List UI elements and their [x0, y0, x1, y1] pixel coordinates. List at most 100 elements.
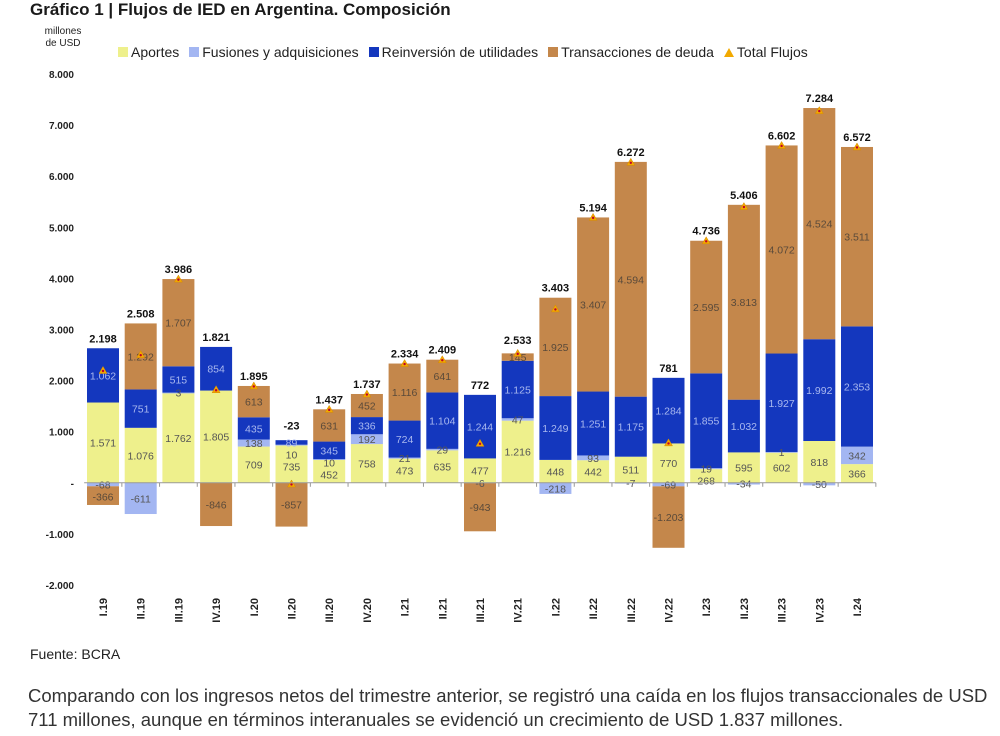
- segment-value-label: 477: [471, 466, 489, 478]
- segment-value-label: 635: [434, 462, 452, 474]
- segment-value-label: 1.076: [128, 450, 154, 462]
- segment-value-label: 268: [697, 476, 715, 488]
- y-tick-label: 1.000: [49, 428, 74, 439]
- bar-segment: [162, 366, 195, 393]
- bar-segment: [124, 389, 157, 428]
- segment-value-label: 724: [396, 434, 414, 446]
- segment-value-label: 1.104: [429, 416, 455, 428]
- segment-value-label: 641: [434, 371, 452, 383]
- segment-value-label: 770: [660, 458, 678, 470]
- legend-label: Aportes: [131, 44, 180, 60]
- y-tick-label: -2.000: [46, 581, 75, 592]
- segment-value-label: 145: [509, 352, 527, 364]
- bar-segment: [765, 353, 798, 452]
- bar-segment: [727, 399, 760, 453]
- stacked-bar-chart: -2.000-1.000-1.0002.0003.0004.0005.0006.…: [46, 70, 877, 623]
- bar-segment: [87, 482, 119, 487]
- y-tick-label: -1.000: [46, 530, 75, 541]
- total-marker-dot: [177, 278, 180, 281]
- x-tick-label: I.24: [852, 597, 864, 616]
- total-value-label: 1.737: [353, 379, 381, 391]
- total-value-label: 5.406: [730, 190, 758, 202]
- segment-value-label: 19: [700, 464, 712, 476]
- total-value-label: 7.284: [806, 93, 834, 105]
- x-tick-label: I.21: [400, 598, 412, 616]
- bar-segment: [124, 482, 157, 515]
- legend-swatch: [118, 47, 128, 57]
- total-value-label: 772: [471, 380, 489, 392]
- bar-segment: [765, 452, 798, 483]
- segment-value-label: 818: [811, 457, 829, 469]
- bar-segment: [539, 482, 572, 494]
- x-tick-label: IV.21: [513, 598, 525, 623]
- legend-item-reinversion: Reinversión de utilidades: [368, 44, 538, 60]
- segment-value-label: 854: [207, 364, 225, 376]
- segment-value-label: 1.216: [505, 447, 531, 459]
- total-marker-dot: [252, 385, 255, 388]
- x-tick-label: IV.19: [211, 598, 223, 623]
- segment-value-label: -846: [206, 499, 227, 511]
- y-tick-label: 3.000: [49, 326, 74, 337]
- bar-segment: [87, 486, 119, 505]
- total-marker-dot: [290, 483, 293, 486]
- segment-value-label: 3.407: [580, 299, 606, 311]
- bar-segment: [237, 417, 270, 440]
- segment-value-label: 1.762: [165, 433, 191, 445]
- total-marker-dot: [101, 369, 105, 373]
- bar-segment: [200, 482, 233, 527]
- segment-value-label: -34: [736, 479, 751, 491]
- chart-title: Gráfico 1 | Flujos de IED en Argentina. …: [30, 0, 451, 19]
- segment-value-label: 1.927: [768, 398, 794, 410]
- bar-segment: [388, 363, 421, 421]
- bar-segment: [652, 443, 685, 483]
- segment-value-label: 4.594: [618, 274, 644, 286]
- segment-value-label: 1.707: [165, 318, 191, 330]
- bar-segment: [841, 146, 873, 327]
- total-value-label: 4.736: [692, 226, 720, 238]
- segment-value-label: 452: [320, 469, 338, 481]
- bar-segment: [464, 458, 496, 483]
- segment-value-label: -68: [95, 480, 110, 492]
- bar-segment: [652, 377, 685, 444]
- segment-value-label: 1.925: [542, 342, 568, 354]
- segment-value-label: 758: [358, 458, 376, 470]
- segment-value-label: 448: [547, 466, 565, 478]
- segment-value-label: 1.571: [90, 438, 116, 450]
- bar-segment: [803, 108, 836, 340]
- bar-segment: [690, 469, 723, 483]
- source-note: Fuente: BCRA: [30, 646, 121, 662]
- bar-segment: [162, 392, 195, 483]
- segment-value-label: 1.284: [655, 406, 681, 418]
- x-tick-label: I.23: [701, 598, 713, 616]
- x-tick-label: II.23: [739, 598, 751, 619]
- total-marker-dot: [780, 144, 783, 148]
- total-value-label: 6.602: [768, 130, 796, 142]
- bar-segment: [727, 452, 760, 483]
- body-paragraph: Comparando con los ingresos netos del tr…: [28, 685, 988, 730]
- triangle-marker-icon: [723, 47, 734, 57]
- segment-value-label: 342: [848, 450, 866, 462]
- total-marker-dot: [328, 408, 331, 412]
- segment-value-label: 751: [132, 404, 150, 416]
- legend-swatch: [548, 47, 559, 57]
- bar-segment: [426, 359, 459, 393]
- x-tick-label: IV.22: [664, 598, 676, 623]
- bar-segment: [388, 420, 421, 458]
- x-tick-label: II.20: [287, 598, 299, 619]
- bar-segment: [577, 391, 610, 456]
- bar-segment: [539, 459, 572, 483]
- segment-value-label: 1.175: [618, 422, 644, 434]
- total-marker-dot: [591, 216, 595, 220]
- segment-value-label: 2.353: [844, 382, 870, 394]
- bar-segment: [313, 459, 346, 483]
- segment-value-label: 336: [358, 421, 376, 433]
- x-tick-label: I.20: [249, 598, 261, 616]
- bar-segment: [162, 279, 195, 367]
- segment-value-label: 631: [320, 420, 338, 432]
- bar-segment: [577, 455, 610, 461]
- bar-segment: [539, 297, 572, 397]
- total-value-label: 781: [659, 363, 677, 375]
- legend-item-aportes: Aportes: [118, 44, 179, 60]
- total-value-label: 3.403: [542, 283, 570, 295]
- total-marker-dot: [629, 161, 632, 165]
